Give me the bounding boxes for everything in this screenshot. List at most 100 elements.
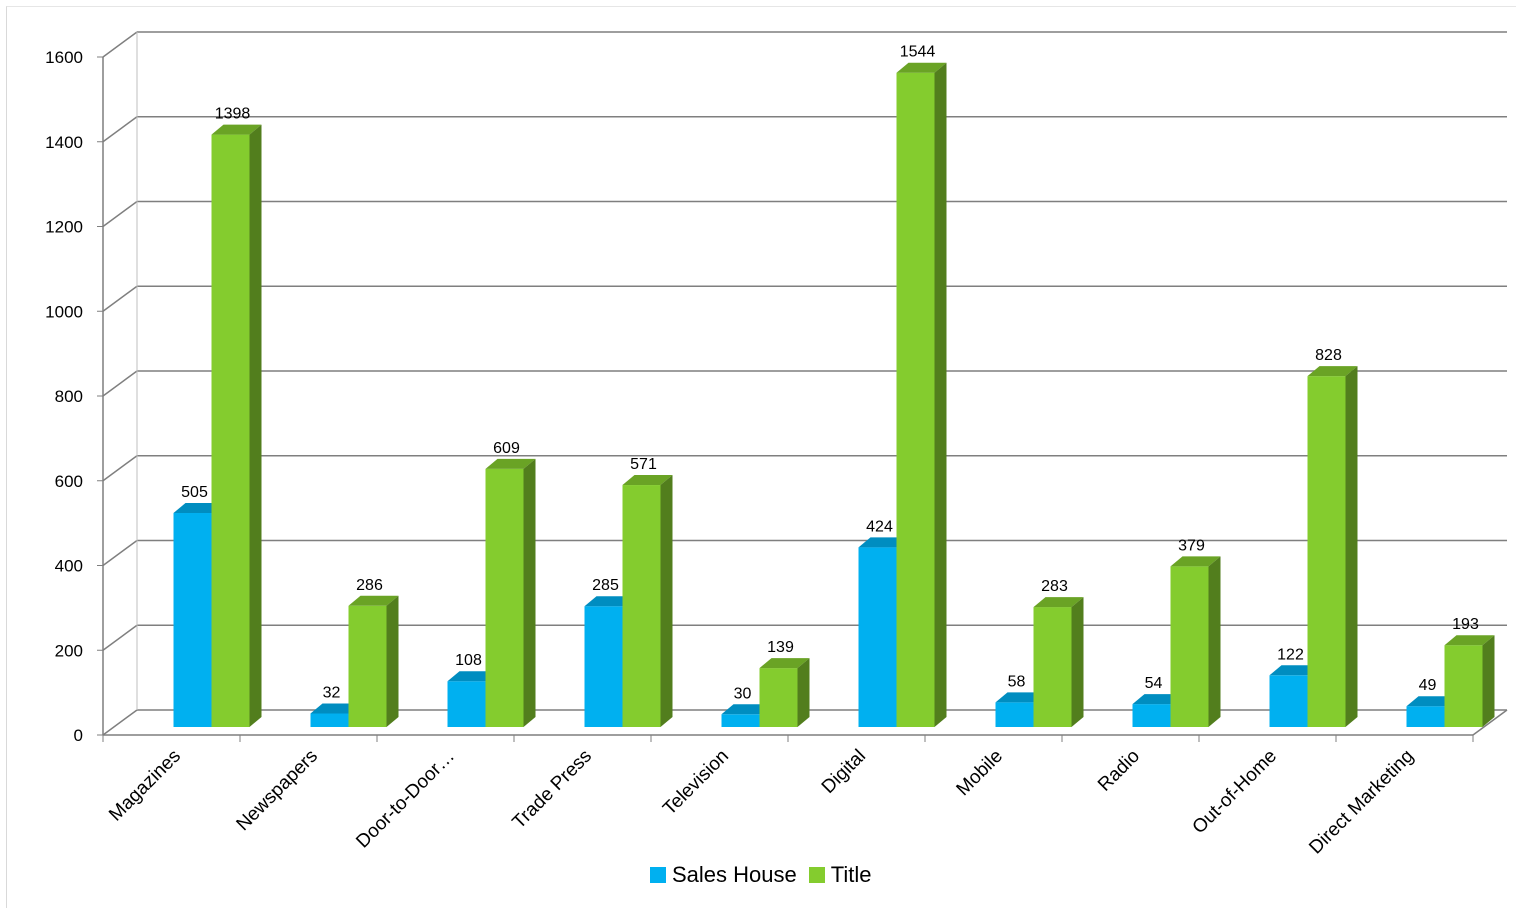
- bar-sales-house: [995, 702, 1034, 727]
- bar-sales-house: [447, 681, 486, 727]
- data-label: 32: [323, 684, 341, 701]
- bar-side-face: [386, 595, 399, 727]
- bar-title: [1170, 566, 1209, 727]
- bar-top-face: [1170, 556, 1221, 567]
- bar-title: [1444, 645, 1483, 727]
- data-label: 122: [1277, 646, 1304, 663]
- bar-sales-house: [310, 713, 349, 727]
- data-label: 285: [592, 577, 619, 594]
- bar-side-face: [249, 124, 262, 727]
- bar-top-face: [1269, 665, 1320, 676]
- legend-swatch-sales-house: [650, 867, 666, 883]
- bar-top-face: [584, 596, 635, 607]
- bar-top-face: [211, 124, 262, 135]
- category-label: Out-of-Home: [1189, 746, 1281, 838]
- gridline-diagonal: [102, 31, 138, 58]
- data-label: 1544: [900, 44, 936, 61]
- y-tick-label: 0: [74, 726, 83, 745]
- y-tick-label: 1600: [45, 48, 83, 67]
- category-label: Television: [659, 746, 733, 820]
- data-label: 1398: [215, 106, 251, 123]
- bar-top-face: [1444, 635, 1495, 646]
- bar-sales-house: [858, 547, 897, 727]
- gridline-diagonal: [102, 539, 138, 567]
- bar-top-face: [1033, 597, 1084, 608]
- legend-item-title: Title: [808, 862, 872, 888]
- category-label: Radio: [1094, 746, 1144, 796]
- gridline-diagonal: [102, 455, 138, 482]
- gridline-diagonal: [102, 200, 138, 228]
- chart-frame: [6, 6, 1516, 908]
- bar-title: [211, 134, 250, 727]
- bar-top-face: [348, 595, 399, 606]
- category-label: Mobile: [953, 746, 1007, 800]
- bar-side-face: [1208, 556, 1221, 727]
- bar-top-face: [1132, 694, 1183, 705]
- y-tick-label: 1400: [45, 133, 83, 152]
- data-label: 571: [630, 456, 657, 473]
- category-label: Newspapers: [233, 746, 323, 836]
- gridline-diagonal: [102, 116, 138, 143]
- data-label: 139: [767, 639, 794, 656]
- bar-top-face: [447, 671, 498, 682]
- bar-side-face: [797, 658, 810, 727]
- data-label: 286: [356, 577, 383, 594]
- bar-sales-house: [173, 513, 212, 727]
- bar-top-face: [173, 503, 224, 514]
- bar-top-face: [896, 62, 947, 73]
- gridline-diagonal: [102, 709, 138, 736]
- data-label: 424: [866, 518, 893, 535]
- bar-title: [485, 468, 524, 727]
- bar-top-face: [995, 692, 1046, 703]
- data-label: 108: [455, 652, 482, 669]
- bar-sales-house: [584, 606, 623, 727]
- gridline-diagonal: [102, 285, 138, 312]
- bar-side-face: [523, 458, 536, 727]
- bar-sales-house: [1269, 675, 1308, 727]
- category-label: Trade Press: [509, 746, 597, 834]
- bar-side-face: [660, 475, 673, 727]
- floor-right-edge: [1472, 709, 1508, 736]
- bar-title: [1033, 607, 1072, 727]
- category-label: Magazines: [105, 746, 185, 826]
- y-tick-label: 400: [55, 557, 83, 576]
- data-label: 193: [1452, 616, 1479, 633]
- bar-sales-house: [1406, 706, 1445, 727]
- bar-top-face: [1307, 366, 1358, 377]
- bar-top-face: [759, 658, 810, 669]
- category-label: Door-to-Door…: [352, 746, 459, 853]
- data-label: 505: [181, 484, 208, 501]
- bar-side-face: [1071, 597, 1084, 727]
- y-tick-label: 200: [55, 641, 83, 660]
- bar-top-face: [1406, 696, 1457, 707]
- y-tick-label: 600: [55, 472, 83, 491]
- data-label: 828: [1315, 347, 1342, 364]
- y-tick-label: 800: [55, 387, 83, 406]
- gridline-diagonal: [102, 624, 138, 651]
- category-label: Digital: [818, 746, 870, 798]
- bar-top-face: [721, 704, 772, 715]
- legend-label-sales-house: Sales House: [672, 862, 797, 887]
- bar-title: [1307, 376, 1346, 727]
- bar-top-face: [858, 537, 909, 548]
- category-label: Direct Marketing: [1305, 746, 1418, 859]
- data-label: 49: [1419, 677, 1437, 694]
- legend: Sales House Title: [650, 862, 884, 888]
- bar-top-face: [310, 703, 361, 714]
- bar-title: [896, 72, 935, 728]
- bar-title: [348, 605, 387, 727]
- bar-side-face: [934, 62, 947, 728]
- bar-sales-house: [1132, 704, 1171, 727]
- data-label: 609: [493, 440, 520, 457]
- legend-item-sales-house: Sales House: [650, 862, 797, 888]
- data-label: 58: [1008, 673, 1026, 690]
- gridline-diagonal: [102, 370, 138, 397]
- bar-sales-house: [721, 714, 760, 727]
- legend-swatch-title: [808, 867, 825, 883]
- bar-title: [622, 485, 661, 727]
- y-tick-label: 1000: [45, 302, 83, 321]
- bar-top-face: [622, 475, 673, 486]
- data-label: 30: [734, 685, 752, 702]
- bar-title: [759, 668, 798, 727]
